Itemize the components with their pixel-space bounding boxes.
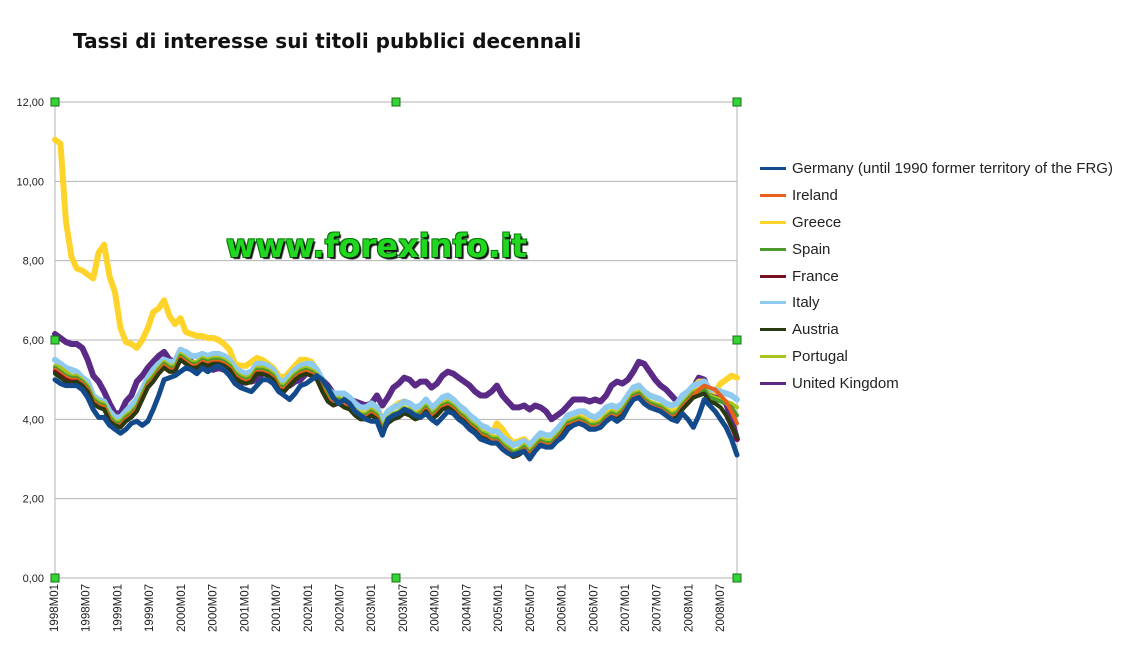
legend-swatch (760, 274, 786, 278)
legend-label: Italy (792, 294, 820, 312)
x-tick-label: 2005M01 (493, 584, 505, 632)
legend-item: Ireland (760, 182, 1113, 209)
legend-item: Italy (760, 289, 1113, 316)
series-lines (52, 136, 740, 462)
legend-label: Greece (792, 213, 842, 231)
x-tick-label: 2008M01 (683, 584, 695, 632)
legend-swatch (760, 382, 786, 386)
series-line-germany (52, 363, 740, 462)
grid-lines (54, 101, 738, 579)
legend-label: France (792, 267, 839, 285)
legend-label: Germany (until 1990 former territory of … (792, 159, 1113, 177)
resize-handle[interactable] (732, 573, 742, 583)
legend-swatch (760, 193, 786, 197)
legend-item: Austria (760, 316, 1113, 343)
legend-item: Spain (760, 236, 1113, 263)
x-tick-label: 2005M07 (525, 584, 537, 632)
legend-label: Spain (792, 240, 831, 258)
watermark-annotation: www.forexinfo.it (226, 227, 527, 265)
x-tick-label: 1999M01 (112, 584, 124, 632)
selection-handles[interactable] (50, 97, 742, 583)
legend-label: Austria (792, 321, 839, 339)
legend-item: France (760, 263, 1113, 290)
chart-title: Tassi di interesse sui titoli pubblici d… (73, 29, 582, 53)
x-tick-label: 1998M01 (49, 584, 61, 632)
legend-item: Greece (760, 209, 1113, 236)
resize-handle[interactable] (732, 97, 742, 107)
legend-swatch (760, 328, 786, 332)
chart-legend: Germany (until 1990 former territory of … (760, 155, 1113, 397)
x-axis-tick-labels: 1998M01 1998M07 1999M01 1999M07 2000M01 2000M… (49, 584, 727, 632)
resize-handle[interactable] (391, 573, 401, 583)
resize-handle[interactable] (732, 335, 742, 345)
x-tick-label: 2007M07 (652, 584, 664, 632)
y-tick-label: 4,00 (23, 414, 44, 426)
x-tick-label: 2004M01 (430, 584, 442, 632)
y-tick-label: 8,00 (23, 256, 44, 268)
legend-swatch (760, 301, 786, 305)
x-tick-label: 1998M07 (81, 584, 93, 632)
resize-handle[interactable] (50, 573, 60, 583)
x-tick-label: 2000M01 (176, 584, 188, 632)
y-tick-label: 0,00 (23, 573, 44, 585)
legend-swatch (760, 247, 786, 251)
y-tick-label: 2,00 (23, 494, 44, 506)
resize-handle[interactable] (50, 97, 60, 107)
legend-item: Portugal (760, 343, 1113, 370)
x-tick-label: 2007M01 (620, 584, 632, 632)
legend-label: United Kingdom (792, 375, 899, 393)
y-tick-label: 10,00 (16, 176, 44, 188)
y-tick-label: 12,00 (16, 97, 44, 109)
y-tick-label: 6,00 (23, 335, 44, 347)
legend-item: Germany (until 1990 former territory of … (760, 155, 1113, 182)
y-axis-tick-labels: 0,00 2,00 4,00 6,00 8,00 10,00 12,00 (16, 97, 44, 585)
x-tick-label: 1999M07 (144, 584, 156, 632)
legend-swatch (760, 166, 786, 170)
legend-swatch (760, 355, 786, 359)
x-tick-label: 2008M07 (715, 584, 727, 632)
resize-handle[interactable] (391, 97, 401, 107)
resize-handle[interactable] (50, 335, 60, 345)
series-line-italy (52, 346, 740, 449)
x-tick-label: 2001M07 (271, 584, 283, 632)
x-tick-label: 2003M07 (398, 584, 410, 632)
legend-swatch (760, 220, 786, 224)
x-tick-label: 2000M07 (208, 584, 220, 632)
legend-item: United Kingdom (760, 370, 1113, 397)
legend-label: Portugal (792, 348, 848, 366)
x-tick-label: 2006M01 (557, 584, 569, 632)
x-tick-label: 2003M01 (366, 584, 378, 632)
x-tick-label: 2006M07 (588, 584, 600, 632)
x-tick-label: 2001M01 (239, 584, 251, 632)
x-tick-label: 2004M07 (461, 584, 473, 632)
x-tick-label: 2002M01 (303, 584, 315, 632)
x-tick-label: 2002M07 (334, 584, 346, 632)
legend-label: Ireland (792, 186, 838, 204)
